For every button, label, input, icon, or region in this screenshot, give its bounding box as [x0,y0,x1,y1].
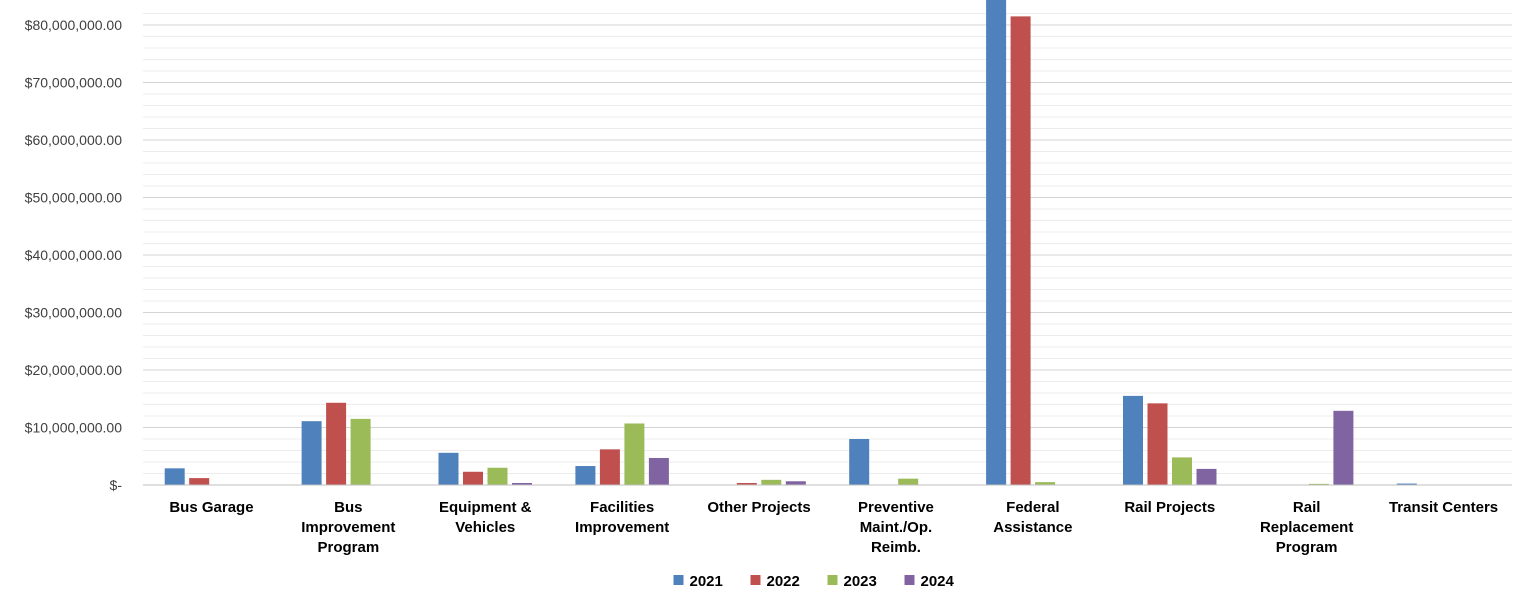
x-tick-label-line: Bus [334,499,362,516]
x-tick-label: Other Projects [707,499,810,516]
bar-2022 [189,478,210,485]
x-tick-label-line: Program [1276,539,1338,556]
x-tick-label-line: Other Projects [707,499,810,516]
y-tick-label: $20,000,000.00 [25,362,123,378]
y-tick-label: $60,000,000.00 [25,132,123,148]
x-tick-label-line: Federal [1006,499,1059,516]
legend-swatch-2023 [827,575,838,585]
x-tick-label-line: Facilities [590,499,654,516]
x-tick-label-line: Transit Centers [1389,499,1498,516]
y-tick-label: $40,000,000.00 [25,247,123,263]
bar-2022 [1147,403,1168,485]
x-axis: Bus Garage Bus Improvement Program Equipment… [143,484,1512,556]
bar-2022 [736,482,757,485]
legend-swatch-2024 [904,575,915,585]
bar-2023 [350,418,371,485]
bar-2023 [898,478,919,485]
bar-2022 [1010,16,1031,485]
bar-2023 [761,479,782,485]
x-tick-label: Bus Improvement Program [301,499,395,556]
y-tick-label: $10,000,000.00 [25,420,123,436]
x-tick-label-line: Vehicles [455,519,515,536]
x-tick-label-line: Rail Projects [1124,499,1215,516]
bar-2023 [1308,483,1329,485]
x-tick-label-line: Bus Garage [169,499,253,516]
x-tick-label: Equipment & Vehicles [439,499,532,536]
bars [164,0,1417,485]
legend-swatch-2021 [673,575,684,585]
legend-label: 2022 [767,573,800,589]
bar-2023 [1035,482,1056,485]
bar-2024 [648,457,669,485]
x-tick-label-line: Equipment & [439,499,532,516]
gridlines [143,13,1512,474]
x-tick-label: Transit Centers [1389,499,1498,516]
x-tick-label: Federal Assistance [993,499,1072,536]
x-tick-label-line: Program [318,539,380,556]
bar-2021 [301,421,322,485]
x-tick-label: Rail Projects [1124,499,1215,516]
x-tick-label-line: Rail [1293,499,1321,516]
bar-2021 [849,439,870,485]
bar-2021 [986,0,1007,485]
bar-2022 [326,402,347,485]
x-tick-label: Rail Replacement Program [1260,499,1353,556]
bar-2023 [624,423,645,485]
x-tick-label: Facilities Improvement [575,499,669,536]
bar-2022 [599,449,620,485]
y-tick-label: $80,000,000.00 [25,17,123,33]
x-tick-label-line: Preventive [858,499,934,516]
x-tick-label: Bus Garage [169,499,253,516]
y-axis: $- $10,000,000.00 $20,000,000.00 $30,000,00… [25,17,123,493]
bar-2023 [487,467,508,485]
bar-2022 [463,471,483,485]
legend-label: 2021 [690,573,723,589]
x-tick-label-line: Assistance [993,519,1072,536]
bar-2021 [1123,395,1143,485]
bar-2021 [575,466,596,485]
bar-2023 [1172,457,1192,485]
bar-2024 [785,481,806,485]
bar-2021 [438,452,459,485]
legend-label: 2023 [844,573,877,589]
legend-label: 2024 [921,573,955,589]
x-tick-label-line: Reimb. [871,539,921,556]
legend: 2021 2022 2023 2024 [673,573,955,589]
bar-2024 [512,482,532,485]
bar-2021 [164,468,185,485]
y-tick-label: $50,000,000.00 [25,190,123,206]
x-tick-label-line: Replacement [1260,519,1353,536]
y-tick-label: $70,000,000.00 [25,75,123,91]
x-tick-label-line: Improvement [575,519,669,536]
bar-2024 [1333,410,1354,485]
x-tick-label-line: Maint./Op. [860,519,933,536]
y-tick-label: $30,000,000.00 [25,305,123,321]
bar-2024 [1196,468,1217,485]
x-tick-label: Preventive Maint./Op. Reimb. [858,499,934,556]
bar-2021 [1396,483,1417,485]
y-tick-label: $- [110,477,123,493]
legend-swatch-2022 [750,575,761,585]
x-tick-label-line: Improvement [301,519,395,536]
